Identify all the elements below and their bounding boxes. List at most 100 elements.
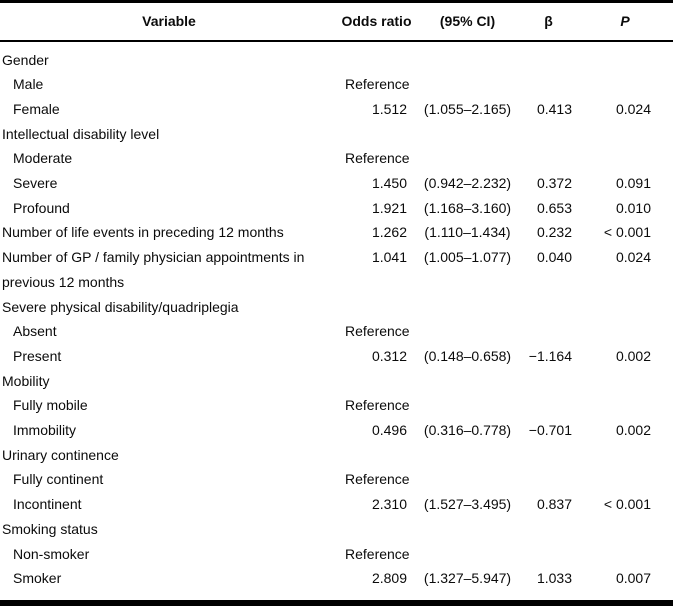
cell-variable: Present — [13, 347, 62, 364]
cell-p — [577, 41, 673, 73]
cell-beta: −1.164 — [528, 347, 572, 364]
cell-ci — [415, 443, 520, 468]
table-row: Smoking status — [0, 517, 673, 542]
cell-odds-ratio — [338, 517, 415, 542]
table-row: Female 1.512 (1.055–2.165) 0.413 0.024 — [0, 97, 673, 122]
cell-beta: 0.040 — [536, 249, 572, 266]
cell-ci — [415, 467, 520, 492]
cell-variable: Severe physical disability/quadriplegia — [2, 298, 239, 315]
cell-p — [577, 72, 673, 97]
cell-p: 0.007 — [615, 570, 651, 587]
cell-variable: Fully continent — [13, 471, 104, 488]
cell-beta: 0.653 — [536, 199, 572, 216]
cell-odds-ratio: 1.921 — [371, 199, 407, 216]
cell-ci — [415, 41, 520, 73]
cell-variable: Severe — [13, 175, 58, 192]
cell-p — [577, 369, 673, 394]
cell-variable: Moderate — [13, 150, 73, 167]
cell-odds-ratio — [338, 369, 415, 394]
cell-ci: (0.942–2.232) — [423, 175, 512, 192]
cell-ci — [415, 517, 520, 542]
table-row: Immobility 0.496 (0.316–0.778) −0.701 0.002 — [0, 418, 673, 443]
cell-beta: 1.033 — [536, 570, 572, 587]
table-row: Male Reference — [0, 72, 673, 97]
table-row: Moderate Reference — [0, 146, 673, 171]
cell-p: 0.010 — [615, 199, 651, 216]
table-row: Urinary continence — [0, 443, 673, 468]
cell-variable: Fully mobile — [13, 397, 88, 414]
cell-beta — [520, 122, 577, 147]
cell-odds-ratio: Reference — [345, 323, 410, 340]
cell-beta: 0.372 — [536, 175, 572, 192]
cell-odds-ratio: 2.310 — [371, 496, 407, 513]
table-row: Smoker 2.809 (1.327–5.947) 1.033 0.007 — [0, 566, 673, 603]
cell-ci: (1.168–3.160) — [423, 199, 512, 216]
cell-p — [577, 542, 673, 567]
header-variable: Variable — [0, 1, 338, 42]
cell-p: 0.091 — [615, 175, 651, 192]
cell-beta — [520, 319, 577, 344]
table-row: Intellectual disability level — [0, 122, 673, 147]
cell-p: 0.002 — [615, 347, 651, 364]
cell-ci: (1.005–1.077) — [423, 249, 512, 266]
cell-beta — [520, 393, 577, 418]
cell-p — [577, 517, 673, 542]
cell-variable: Urinary continence — [2, 446, 119, 463]
cell-odds-ratio: 0.496 — [371, 422, 407, 439]
cell-odds-ratio: 0.312 — [371, 347, 407, 364]
cell-ci: (1.055–2.165) — [423, 100, 512, 117]
cell-p — [577, 146, 673, 171]
cell-beta — [520, 146, 577, 171]
cell-variable: Intellectual disability level — [2, 125, 160, 142]
cell-p — [577, 393, 673, 418]
cell-variable: Immobility — [13, 422, 77, 439]
cell-variable: Incontinent — [13, 496, 82, 513]
cell-odds-ratio: Reference — [345, 150, 410, 167]
cell-beta — [520, 517, 577, 542]
cell-beta: −0.701 — [528, 422, 572, 439]
cell-p: 0.002 — [615, 422, 651, 439]
cell-p — [577, 443, 673, 468]
cell-odds-ratio: Reference — [345, 397, 410, 414]
cell-variable: Gender — [2, 51, 49, 68]
cell-beta — [520, 295, 577, 320]
table-row: Severe 1.450 (0.942–2.232) 0.372 0.091 — [0, 171, 673, 196]
table-row: Mobility — [0, 369, 673, 394]
header-ci: (95% CI) — [415, 1, 520, 42]
table-row: Non-smoker Reference — [0, 542, 673, 567]
cell-beta — [520, 41, 577, 73]
cell-beta — [520, 369, 577, 394]
cell-beta — [520, 72, 577, 97]
cell-ci — [415, 542, 520, 567]
cell-p: 0.024 — [615, 100, 651, 117]
cell-odds-ratio: 1.262 — [371, 224, 407, 241]
cell-p — [577, 122, 673, 147]
cell-variable: Male — [13, 76, 44, 93]
cell-p — [577, 295, 673, 320]
cell-odds-ratio — [338, 122, 415, 147]
cell-beta — [520, 467, 577, 492]
cell-ci — [415, 295, 520, 320]
cell-ci: (1.527–3.495) — [423, 496, 512, 513]
table-row: Absent Reference — [0, 319, 673, 344]
table-row: Number of life events in preceding 12 mo… — [0, 220, 673, 245]
cell-odds-ratio: 1.450 — [371, 175, 407, 192]
cell-beta — [520, 443, 577, 468]
cell-odds-ratio: 1.512 — [371, 100, 407, 117]
table-row: Present 0.312 (0.148–0.658) −1.164 0.002 — [0, 344, 673, 369]
cell-p — [577, 319, 673, 344]
cell-ci: (0.148–0.658) — [423, 347, 512, 364]
table-row: Severe physical disability/quadriplegia — [0, 295, 673, 320]
cell-p: < 0.001 — [603, 496, 651, 513]
cell-variable: Smoker — [13, 570, 62, 587]
table-row: Gender — [0, 41, 673, 73]
cell-beta: 0.837 — [536, 496, 572, 513]
cell-ci — [415, 146, 520, 171]
cell-ci: (1.110–1.434) — [424, 224, 511, 241]
cell-variable: Number of life events in preceding 12 mo… — [2, 224, 284, 241]
cell-beta: 0.413 — [536, 100, 572, 117]
cell-variable: Profound — [13, 199, 70, 216]
cell-variable: Mobility — [2, 372, 50, 389]
